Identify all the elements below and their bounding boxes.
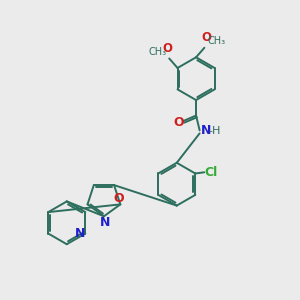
Text: CH₃: CH₃ [207,36,225,46]
Text: N: N [75,227,85,240]
Text: CH₃: CH₃ [149,47,167,57]
Text: N: N [100,216,111,229]
Text: N: N [201,124,211,137]
Text: O: O [113,192,124,205]
Text: Cl: Cl [204,166,218,179]
Text: O: O [163,42,173,55]
Text: O: O [173,116,184,129]
Text: O: O [201,31,211,44]
Text: -H: -H [209,126,221,136]
